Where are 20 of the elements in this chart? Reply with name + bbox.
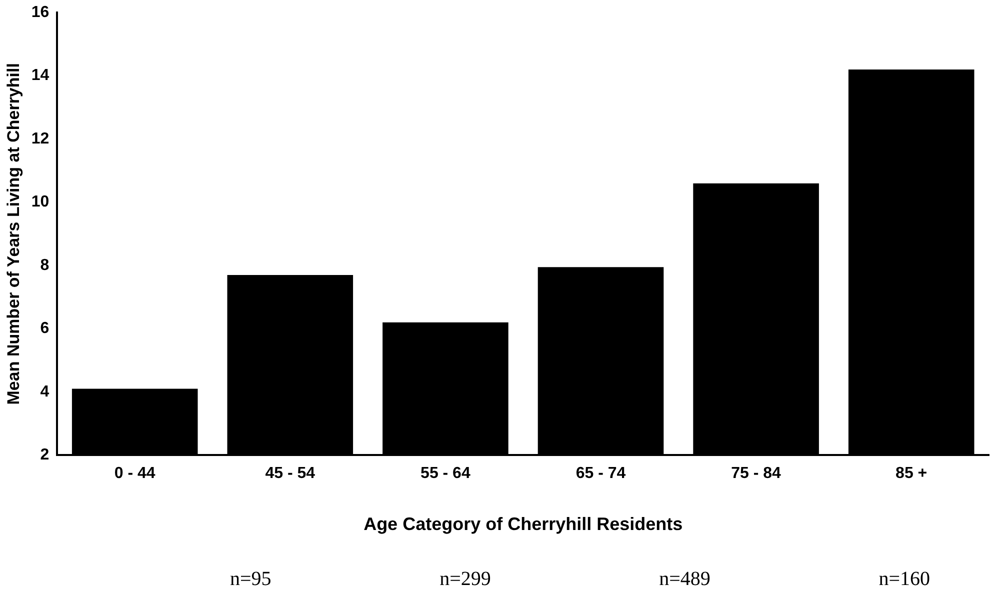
text: n=489: [659, 568, 710, 591]
y-tick-label: 10: [31, 194, 50, 211]
x-tick-label: 0 - 44: [114, 465, 156, 482]
x-tick-label: 85 +: [896, 465, 928, 482]
y-tick-label: 4: [40, 383, 50, 400]
text: n=95: [230, 568, 272, 591]
x-tick-label: 45 - 54: [265, 465, 316, 482]
text: n=299: [440, 568, 491, 591]
y-tick-label: 16: [31, 4, 50, 22]
y-tick-label: 6: [40, 320, 50, 338]
y-tick-label: 2: [40, 446, 50, 464]
x-axis-title: Age Category of Cherryhill Residents: [364, 514, 683, 534]
x-tick-label: 55 - 64: [420, 465, 470, 482]
y-tick-label: 14: [31, 67, 50, 84]
x-tick-label: 75 - 84: [731, 465, 782, 482]
y-tick-label: 12: [31, 130, 50, 148]
y-axis-title: Mean Number of Years Living at Cherryhill: [4, 63, 23, 405]
text: n=160: [878, 568, 930, 591]
x-tick-label: 65 - 74: [576, 465, 626, 482]
y-tick-label: 8: [40, 256, 50, 274]
